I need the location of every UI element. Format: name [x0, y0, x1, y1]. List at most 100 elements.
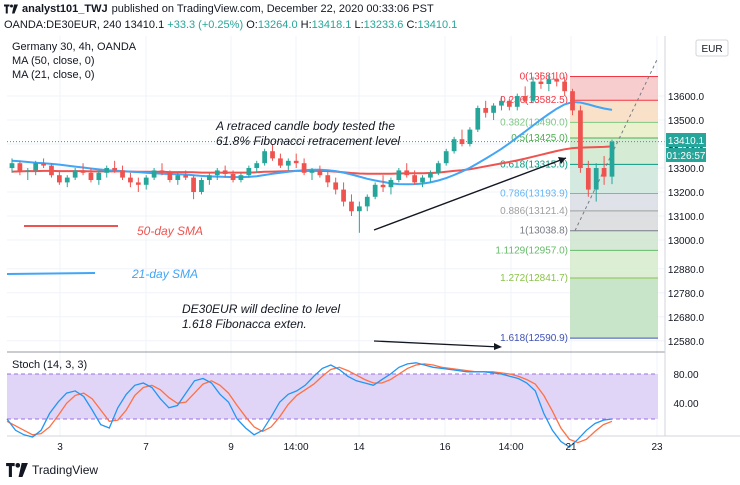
price-tick-label: 12780.0	[668, 289, 705, 300]
time-tick-label: 16	[439, 442, 451, 453]
candle-body	[278, 158, 283, 166]
candle-body	[601, 168, 607, 177]
candle-body	[554, 79, 560, 82]
close-label: C:	[406, 19, 418, 31]
candle-body	[491, 105, 496, 113]
fib-zone	[570, 193, 658, 211]
stoch-d-line	[6, 363, 613, 444]
annotation-retrace-1: A retraced candle body tested the	[215, 119, 395, 133]
candle-body	[135, 182, 141, 185]
stoch-level-40: 40.00	[673, 399, 698, 410]
author-name[interactable]: analyst101_TWJ	[22, 3, 108, 15]
symbol-label: OANDA:DE30EUR, 240	[4, 19, 122, 31]
candle-body	[349, 201, 354, 212]
candle-body	[443, 151, 449, 164]
time-tick-label: 14:00	[498, 442, 523, 453]
time-tick-label: 23	[651, 442, 663, 453]
low-label: L:	[354, 19, 364, 31]
candles	[9, 72, 615, 233]
candle-body	[333, 182, 339, 190]
candle-body	[175, 175, 181, 180]
candle-body	[428, 172, 433, 178]
fib-trend-line	[574, 57, 659, 231]
symbol-line: OANDA:DE30EUR, 240 13410.1 +33.3 (+0.25%…	[4, 19, 457, 31]
footer-brand[interactable]: TradingView	[32, 463, 99, 477]
price-tick-label: 13000.0	[668, 236, 705, 247]
candle-body	[475, 108, 481, 130]
currency-button[interactable]	[695, 39, 729, 57]
candle-body	[325, 175, 331, 183]
fib-level-label: 0.382(13490.0)	[500, 117, 568, 128]
stoch-lines	[6, 362, 613, 448]
candle-body	[128, 177, 133, 183]
stoch-band	[7, 374, 658, 419]
arrow-head-icon	[494, 343, 502, 350]
candle-body	[609, 141, 615, 177]
fib-level-label: 1.272(12841.7)	[500, 273, 568, 284]
stoch-k-line	[6, 362, 613, 448]
candle-body	[207, 175, 212, 180]
candle-body	[341, 189, 346, 202]
candle-body	[49, 165, 54, 176]
candle-body	[546, 79, 552, 84]
candle-body	[151, 170, 157, 178]
price-tick-label: 13300.0	[668, 164, 705, 175]
fib-zone	[570, 277, 658, 339]
candle-body	[538, 81, 544, 84]
price-axis[interactable]: 13600.013500.013400.013300.013200.013100…	[668, 92, 705, 348]
fib-zone	[570, 210, 658, 231]
candle-body	[230, 174, 236, 180]
close-value: 13410.1	[417, 19, 458, 31]
candle-body	[372, 184, 378, 197]
publish-info: published on TradingView.com, December 2…	[111, 3, 434, 15]
time-tick-label: 9	[228, 442, 234, 453]
fib-level-label: 1.1129(12957.0)	[495, 245, 568, 256]
annotation-decline-2: 1.618 Fibonacca exten.	[182, 317, 307, 331]
candle-body	[317, 170, 323, 176]
candle-body	[72, 170, 78, 178]
fib-zone	[570, 230, 658, 251]
annotation-sma50: 50-day SMA	[137, 224, 203, 238]
candle-body	[467, 129, 473, 144]
candle-body	[380, 184, 386, 188]
fib-level-label: 0(13681.0)	[520, 72, 568, 83]
countdown-badge-text: 01:26:57	[667, 151, 706, 162]
candle-body	[285, 160, 291, 166]
time-tick-label: 7	[143, 442, 149, 453]
open-value: 13264.0	[257, 19, 298, 31]
high-value: 13418.1	[311, 19, 352, 31]
fib-level-label: 0.618(13315.0)	[500, 159, 568, 170]
candle-body	[143, 177, 149, 185]
price-tick-label: 13600.0	[668, 92, 705, 103]
candle-body	[112, 168, 117, 171]
price-tick-label: 12880.0	[668, 265, 705, 276]
candle-body	[270, 151, 275, 159]
candle-body	[507, 100, 512, 107]
stoch-title: Stoch (14, 3, 3)	[12, 359, 87, 371]
annotation-arrow-retrace[interactable]	[373, 157, 567, 231]
candle-body	[57, 175, 62, 183]
candle-body	[522, 96, 528, 101]
candle-body	[562, 81, 567, 92]
last-price: 13410.1	[124, 19, 165, 31]
sma21-sample-line	[6, 272, 96, 275]
fib-level-label: 0.5(13425.0)	[511, 133, 568, 144]
candle-body	[570, 91, 575, 111]
candle-body	[364, 196, 370, 207]
candle-body	[25, 170, 31, 172]
candle-body	[309, 170, 315, 173]
candle-body	[451, 139, 457, 152]
price-tick-label: 13100.0	[668, 212, 705, 223]
countdown-badge	[666, 148, 706, 162]
price-tick-label: 13500.0	[668, 116, 705, 127]
annotation-arrow-decline[interactable]	[373, 340, 501, 348]
candle-body	[412, 175, 417, 183]
candle-body	[104, 168, 110, 173]
price-tick-label: 12580.0	[668, 337, 705, 348]
tradingview-logo-icon	[4, 4, 18, 14]
fib-level-label: 0.786(13193.9)	[500, 188, 568, 199]
candle-body	[120, 170, 125, 178]
time-axis[interactable]: 3 7 9 14:00 14 16 14:00 21 23	[57, 442, 663, 453]
time-tick-label: 3	[57, 442, 63, 453]
